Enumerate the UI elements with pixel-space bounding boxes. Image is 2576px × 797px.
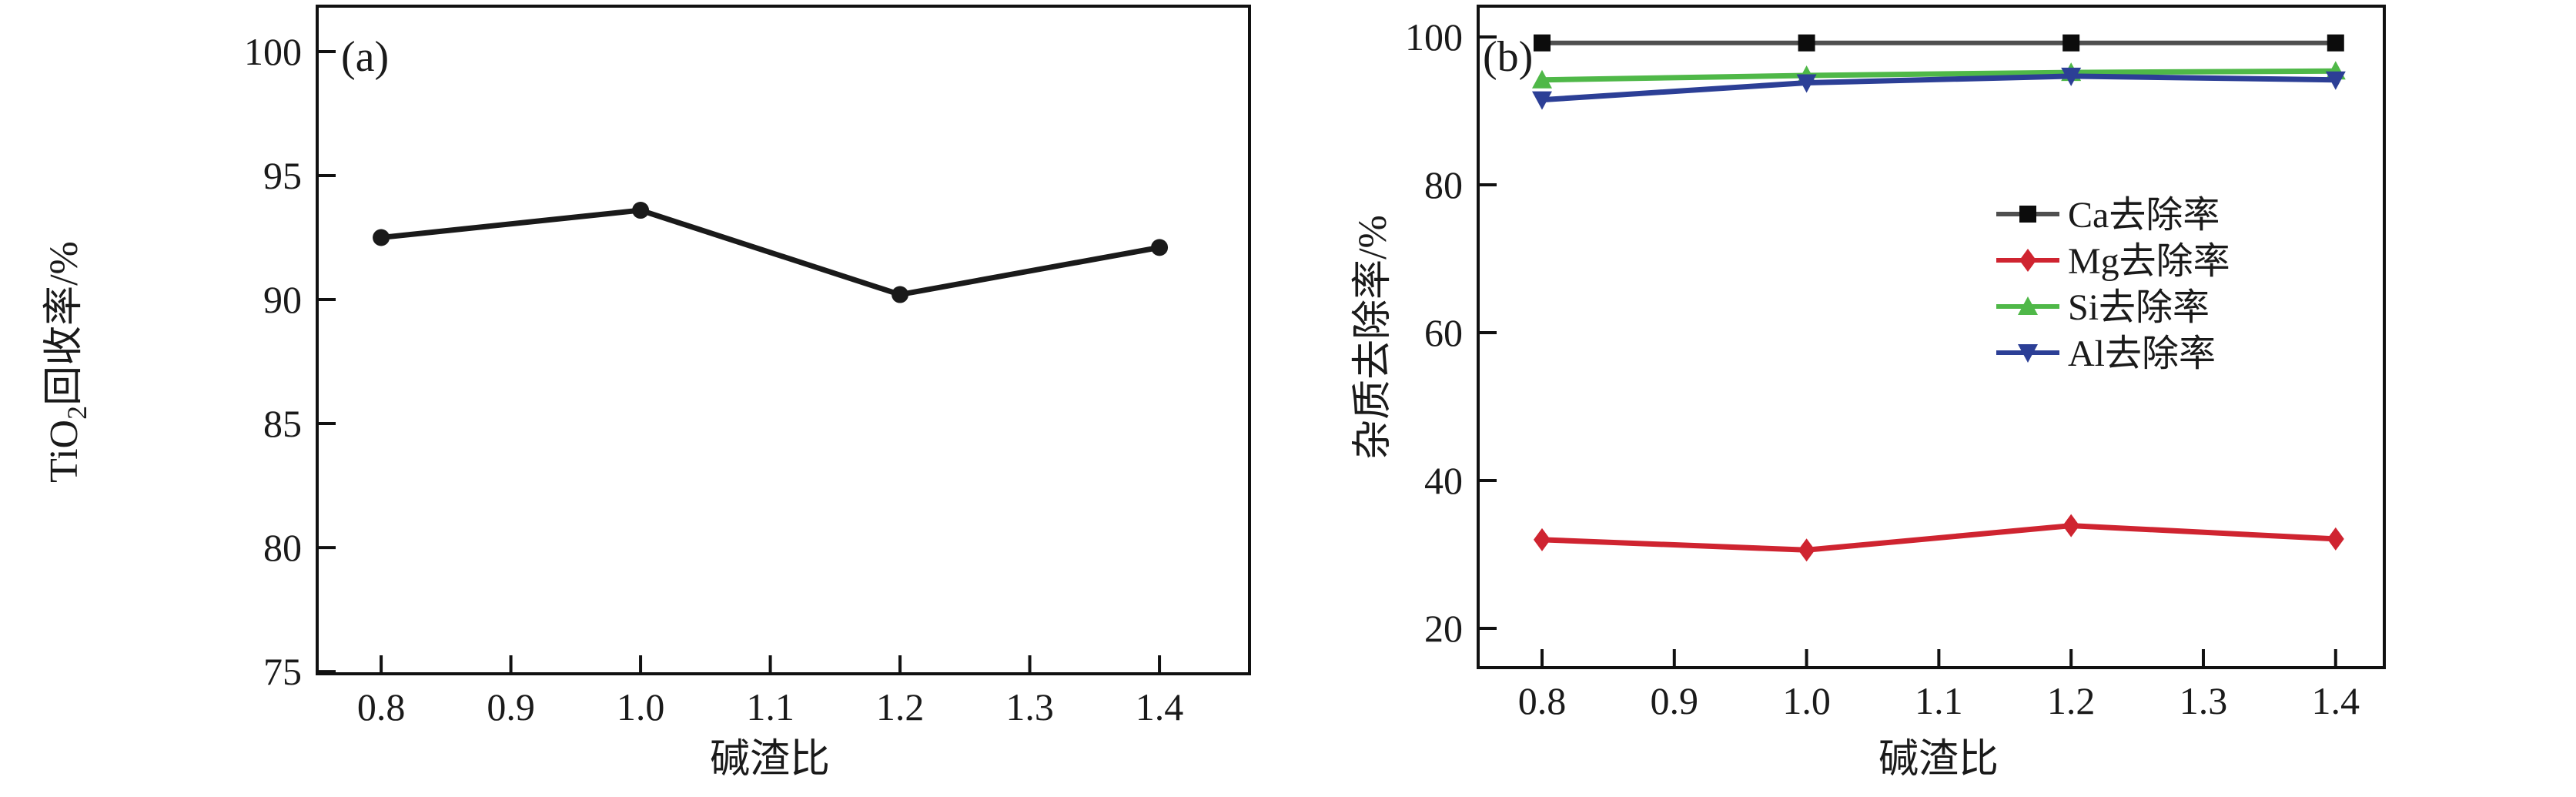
series-line-Al去除率 <box>1541 73 2336 103</box>
x-tick-label: 1.4 <box>1136 685 1184 728</box>
plot-frame <box>316 5 1251 675</box>
triangle-down-marker <box>2018 344 2038 363</box>
x-tick-label: 1.1 <box>746 685 795 728</box>
panel-label: (a) <box>341 33 389 81</box>
y-axis-title: TiO2回收率/% <box>42 241 92 483</box>
diamond-marker <box>1798 538 1815 562</box>
diamond-marker <box>2019 249 2036 272</box>
y-tick-label: 100 <box>244 30 302 73</box>
circle-marker <box>892 286 909 303</box>
square-marker <box>2327 34 2344 52</box>
x-tick-label: 0.8 <box>1518 679 1567 722</box>
y-tick-label: 80 <box>263 526 302 569</box>
y-tick-label: 20 <box>1424 607 1463 650</box>
series-markers-Al去除率 <box>1531 67 2346 110</box>
triangle-up-marker <box>2018 296 2038 315</box>
series-markers-Mg去除率 <box>1533 514 2344 562</box>
y-axis: 75 80 85 90 95 100 <box>244 30 336 693</box>
x-tick-label: 1.3 <box>1005 685 1054 728</box>
y-tick-label: 90 <box>263 278 302 321</box>
diamond-marker <box>2327 527 2344 551</box>
y-tick-label: 100 <box>1405 15 1463 59</box>
y-axis: 20 40 60 80 100 <box>1405 15 1497 650</box>
square-marker <box>1798 34 1815 52</box>
legend-item-Mg去除率: Mg去除率 <box>1996 241 2230 282</box>
y-tick-label: 85 <box>263 402 302 445</box>
x-axis-title: 碱渣比 <box>1878 738 1999 782</box>
series-line-TiO2回收率 <box>380 207 1160 298</box>
x-tick-label: 1.4 <box>2312 679 2360 722</box>
x-tick-label: 1.1 <box>1915 679 1963 722</box>
circle-marker <box>632 202 650 219</box>
series-line-Si去除率 <box>1541 68 2336 83</box>
chart-svg-(a): 0.8 0.9 1.0 1.1 1.2 1.3 1.4 75 80 85 90 95 100 (a) 碱渣比… <box>42 5 1251 782</box>
x-tick-label: 1.3 <box>2180 679 2228 722</box>
x-tick-label: 1.2 <box>2047 679 2096 722</box>
x-tick-label: 0.9 <box>1651 679 1699 722</box>
legend-item-Ca去除率: Ca去除率 <box>1996 195 2220 236</box>
x-tick-label: 0.8 <box>357 685 406 728</box>
square-marker <box>1533 34 1551 52</box>
chart-panel-a: 0.8 0.9 1.0 1.1 1.2 1.3 1.4 75 80 85 90 95 100 (a) 碱渣比… <box>42 5 1251 782</box>
y-tick-label: 75 <box>263 650 302 693</box>
square-marker <box>2062 34 2080 52</box>
triangle-up-marker <box>1531 69 1552 89</box>
x-tick-label: 1.0 <box>617 685 665 728</box>
x-tick-label: 1.2 <box>876 685 925 728</box>
plot-frame <box>1477 5 2386 669</box>
y-tick-label: 80 <box>1424 163 1463 206</box>
y-axis-title: 杂质去除率/% <box>1351 215 1395 460</box>
legend-label: Mg去除率 <box>2068 241 2230 282</box>
x-tick-label: 1.0 <box>1782 679 1831 722</box>
x-tick-label: 0.9 <box>487 685 535 728</box>
y-tick-label: 60 <box>1424 311 1463 354</box>
x-axis-title: 碱渣比 <box>710 738 830 782</box>
panel-label: (b) <box>1483 33 1533 81</box>
x-axis: 0.8 0.9 1.0 1.1 1.2 1.3 1.4 <box>357 655 1183 728</box>
triangle-down-marker <box>1796 74 1817 93</box>
legend-item-Al去除率: Al去除率 <box>1996 333 2216 374</box>
square-marker <box>2019 206 2036 223</box>
triangle-down-marker <box>2325 71 2346 90</box>
legend-label: Al去除率 <box>2068 333 2216 374</box>
x-axis: 0.8 0.9 1.0 1.1 1.2 1.3 1.4 <box>1518 649 2360 722</box>
legend-item-Si去除率: Si去除率 <box>1996 287 2210 328</box>
legend-label: Si去除率 <box>2068 287 2210 328</box>
triangle-down-marker <box>2061 67 2082 86</box>
diamond-marker <box>2062 514 2080 537</box>
circle-marker <box>1151 239 1169 256</box>
y-tick-label: 40 <box>1424 459 1463 502</box>
chart-panel-b: 0.8 0.9 1.0 1.1 1.2 1.3 1.4 20 40 60 80 100 (b) 碱渣比 杂质… <box>1309 0 2576 797</box>
diamond-marker <box>1533 527 1551 551</box>
circle-marker <box>373 229 390 246</box>
series-line-Mg去除率 <box>1541 523 2336 553</box>
series-markers-TiO2回收率 <box>373 202 1169 303</box>
legend-label: Ca去除率 <box>2068 195 2220 236</box>
y-tick-label: 95 <box>263 154 302 197</box>
triangle-down-marker <box>1531 91 1552 110</box>
series-markers-Ca去除率 <box>1533 34 2344 52</box>
legend: Ca去除率 Mg去除率 Si去除率 Al去除率 <box>1996 195 2230 374</box>
chart-svg-(b): 0.8 0.9 1.0 1.1 1.2 1.3 1.4 20 40 60 80 100 (b) 碱渣比 杂质… <box>1351 5 2386 782</box>
